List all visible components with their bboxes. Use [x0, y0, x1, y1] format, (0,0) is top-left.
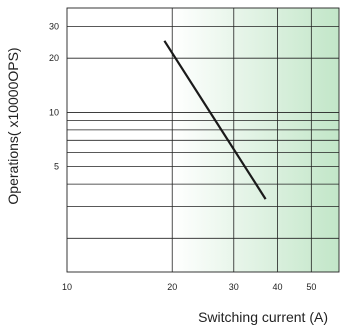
x-tick-label: 10	[62, 282, 72, 292]
series-line-0	[163, 40, 267, 200]
grid-lines	[67, 8, 339, 272]
y-tick-labels: 5 10 20 30	[49, 21, 59, 171]
x-tick-label: 30	[229, 282, 239, 292]
y-tick-label: 10	[49, 107, 59, 117]
plot-frame	[66, 7, 340, 273]
x-tick-label: 40	[272, 282, 282, 292]
x-axis-label: Switching current (A)	[198, 309, 328, 325]
y-tick-label: 20	[49, 53, 59, 63]
x-tick-label: 50	[306, 282, 316, 292]
x-tick-label: 20	[167, 282, 177, 292]
y-tick-label: 5	[54, 162, 59, 172]
y-axis-label: Operations( x10000OPS)	[5, 47, 21, 204]
y-tick-label: 30	[49, 21, 59, 31]
series-group	[163, 40, 267, 200]
x-tick-labels: 10 20 30 40 50	[62, 282, 316, 292]
